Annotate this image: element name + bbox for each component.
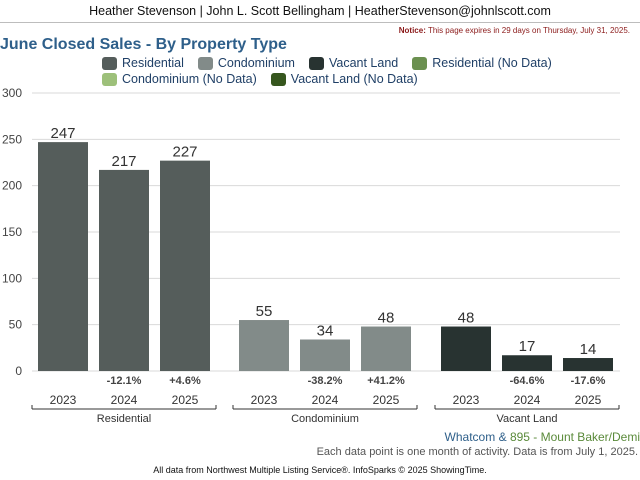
x-tick-label: 2024 (312, 393, 339, 407)
legend-swatch (102, 56, 117, 70)
bar-value-label: 34 (317, 322, 334, 339)
legend-label: Vacant Land (328, 56, 399, 70)
bar (563, 358, 613, 371)
area-primary[interactable]: Whatcom (444, 430, 496, 444)
bar-chart: 0 50 100 150 200 250 300 247 2023 217 -12.1% 2024 22… (2, 86, 620, 425)
y-tick-label: 250 (2, 132, 22, 146)
bar (99, 169, 149, 371)
legend-label: Residential (No Data) (432, 56, 552, 70)
percent-change-label: +41.2% (367, 375, 405, 387)
x-tick-label: 2023 (251, 393, 278, 407)
y-tick-label: 200 (2, 179, 22, 193)
y-tick-label: 300 (2, 86, 22, 100)
chart-title: June Closed Sales - By Property Type (0, 36, 287, 53)
bar-value-label: 17 (519, 338, 536, 355)
legend-item[interactable]: Residential (102, 56, 184, 70)
bar (361, 326, 411, 371)
legend-item[interactable]: Condominium (197, 56, 295, 70)
percent-change-label: -12.1% (107, 375, 142, 387)
percent-change-label: +4.6% (169, 375, 201, 387)
legend-label: Condominium (217, 56, 295, 70)
x-tick-label: 2025 (172, 393, 199, 407)
data-note: Each data point is one month of activity… (316, 446, 638, 458)
expiry-notice: Notice: This page expires in 29 days on … (399, 26, 630, 35)
x-tick-label: 2023 (50, 393, 77, 407)
legend-swatch (270, 72, 286, 86)
x-tick-label: 2025 (373, 393, 400, 407)
notice-text: This page expires in 29 days on Thursday… (427, 26, 630, 35)
x-tick-label: 2025 (575, 393, 602, 407)
bar (239, 320, 289, 371)
contact-header: Heather Stevenson | John L. Scott Bellin… (0, 0, 640, 23)
bar-value-label: 48 (458, 310, 475, 327)
bar-value-label: 227 (172, 144, 197, 161)
bar-value-label: 55 (256, 303, 273, 320)
chart-legend: Residential Condominium Vacant Land Residen… (102, 56, 572, 86)
legend-item[interactable]: Vacant Land (No Data) (270, 72, 418, 86)
y-tick-label: 100 (2, 271, 22, 285)
legend-swatch (412, 56, 428, 70)
y-tick-label: 0 (15, 364, 22, 378)
bar (441, 326, 491, 371)
bar (502, 355, 552, 371)
legend-item[interactable]: Condominium (No Data) (102, 72, 257, 86)
group-label: Residential (97, 413, 151, 425)
legend-label: Condominium (No Data) (122, 72, 257, 86)
group-label: Condominium (291, 413, 359, 425)
percent-change-label: -17.6% (571, 375, 606, 387)
x-tick-label: 2024 (514, 393, 541, 407)
group-label: Vacant Land (497, 413, 558, 425)
area-secondary[interactable]: 895 - Mount Baker/Demi (509, 430, 640, 444)
percent-change-label: -64.6% (510, 375, 545, 387)
bar-value-label: 48 (378, 310, 395, 327)
bar-value-label: 247 (50, 125, 75, 142)
bar (160, 160, 210, 371)
legend-swatch (102, 72, 117, 86)
legend-label: Vacant Land (No Data) (290, 72, 418, 86)
footer-credit: All data from Northwest Multiple Listing… (153, 465, 487, 475)
notice-label: Notice: (398, 26, 426, 35)
bar-value-label: 14 (580, 341, 597, 358)
y-tick-label: 150 (2, 225, 22, 239)
area-separator: & (498, 430, 507, 444)
legend-swatch (197, 56, 213, 70)
legend-item[interactable]: Residential (No Data) (412, 56, 552, 70)
bar-value-label: 217 (111, 153, 136, 170)
legend-label: Residential (122, 56, 184, 70)
bar (38, 142, 88, 371)
contact-text: Heather Stevenson | John L. Scott Bellin… (89, 4, 551, 18)
legend-swatch (308, 56, 324, 70)
percent-change-label: -38.2% (308, 375, 343, 387)
y-tick-label: 50 (9, 318, 23, 332)
bar (300, 339, 350, 371)
x-tick-label: 2023 (453, 393, 480, 407)
x-tick-label: 2024 (111, 393, 138, 407)
legend-item[interactable]: Vacant Land (308, 56, 399, 70)
